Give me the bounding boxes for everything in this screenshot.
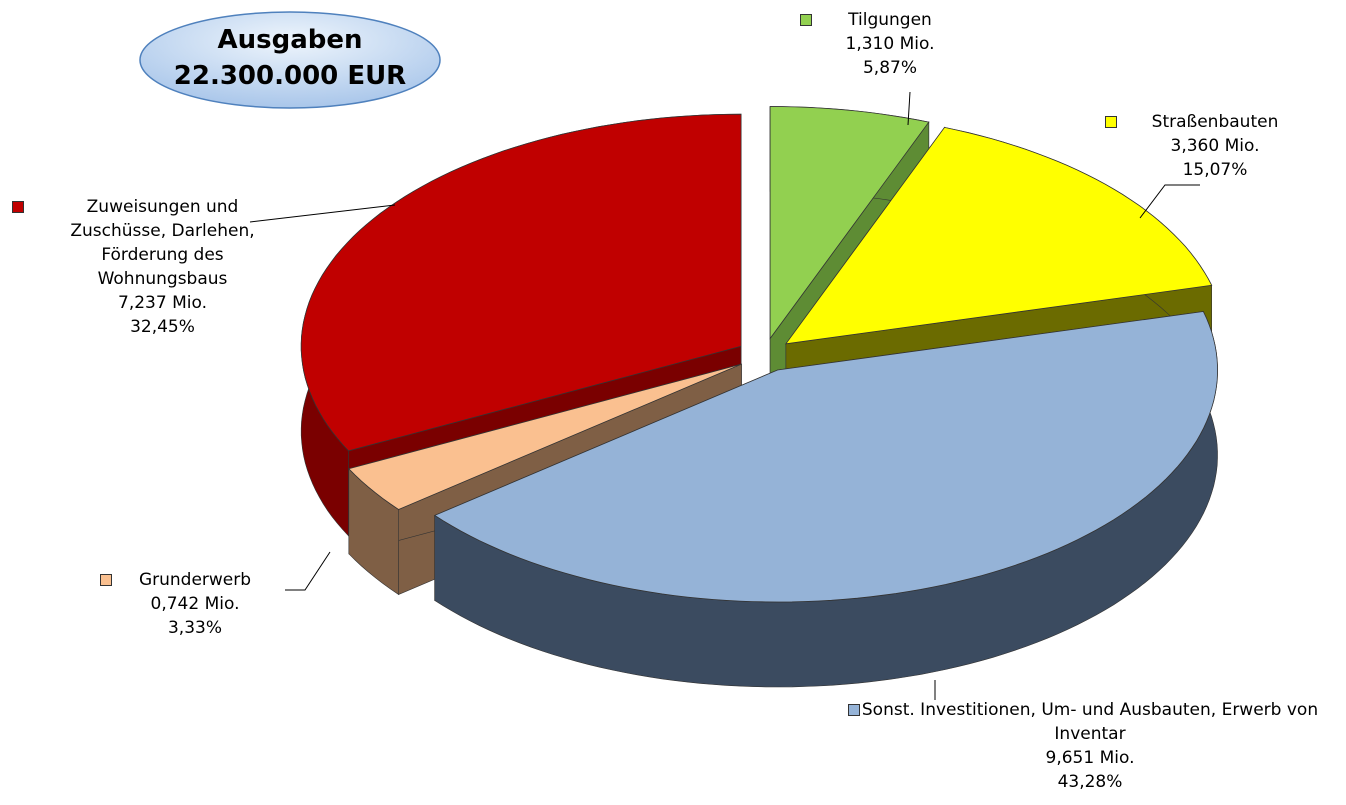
legend-marker [12, 201, 24, 213]
data-label: Sonst. Investitionen, Um- und Ausbauten,… [840, 698, 1340, 794]
leader-line [285, 551, 331, 591]
amount-label: 7,237 Mio. [118, 293, 207, 313]
amount-label: 0,742 Mio. [150, 594, 240, 614]
legend-marker [100, 574, 112, 586]
chart-subtitle: 22.300.000 EUR [174, 61, 406, 91]
data-label: Tilgungen 1,310 Mio. 5,87% [790, 8, 990, 80]
data-label: Grunderwerb 0,742 Mio. 3,33% [95, 568, 295, 640]
slice [348, 363, 742, 510]
percent-label: 3,33% [167, 618, 222, 638]
leader-line [1139, 184, 1200, 219]
legend-marker [800, 14, 812, 26]
amount-label: 1,310 Mio. [845, 34, 935, 54]
chart-title: Ausgaben [217, 25, 362, 55]
slice [769, 106, 930, 340]
percent-label: 15,07% [1182, 160, 1248, 180]
data-label: Zuweisungen und Zuschüsse, Darlehen, För… [55, 195, 270, 339]
leader-line [907, 91, 911, 126]
percent-label: 5,87% [862, 58, 917, 78]
data-label: Straßenbauten 3,360 Mio. 15,07% [1100, 110, 1330, 182]
amount-label: 3,360 Mio. [1170, 136, 1260, 156]
legend-marker [848, 704, 860, 716]
legend-marker [1105, 116, 1117, 128]
category-label: Grunderwerb [138, 570, 252, 590]
percent-label: 43,28% [1057, 772, 1123, 792]
category-label: Tilgungen [848, 10, 932, 30]
leader-lines [249, 91, 1200, 700]
slice [785, 126, 1213, 345]
percent-label: 32,45% [130, 317, 195, 337]
slice [300, 113, 742, 452]
category-label: Zuweisungen und Zuschüsse, Darlehen, För… [70, 197, 255, 289]
category-label: Sonst. Investitionen, Um- und Ausbauten,… [861, 700, 1319, 744]
title-badge [139, 11, 441, 109]
leader-line [249, 204, 396, 223]
slice [433, 311, 1218, 603]
pie [300, 106, 1218, 688]
category-label: Straßenbauten [1151, 112, 1279, 132]
amount-label: 9,651 Mio. [1045, 748, 1135, 768]
